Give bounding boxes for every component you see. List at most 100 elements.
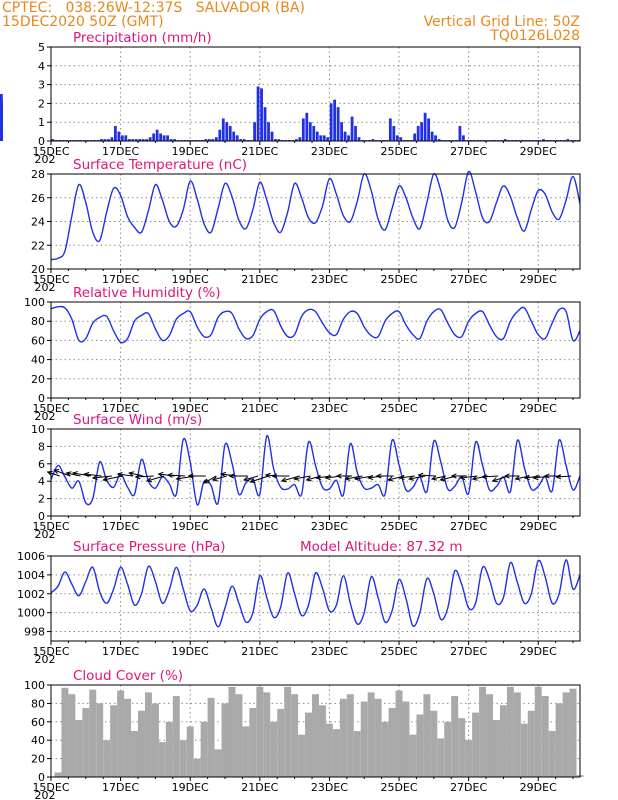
wind-vector-head bbox=[116, 471, 123, 478]
cloud-bar bbox=[555, 703, 563, 777]
y-tick-label: 26 bbox=[31, 192, 45, 205]
y-tick-label: 0 bbox=[38, 510, 45, 523]
cloud-bar bbox=[332, 729, 340, 777]
precip-bar bbox=[343, 131, 347, 141]
cloud-bar bbox=[513, 692, 521, 777]
wind-vector-head bbox=[417, 472, 424, 478]
x-tick-label: 23DEC bbox=[311, 145, 348, 158]
cloud-bar bbox=[172, 696, 180, 777]
wind-vector-shaft bbox=[117, 473, 133, 477]
y-tick-label: 10 bbox=[31, 423, 45, 436]
cloud-bar bbox=[186, 726, 194, 777]
precip-bar bbox=[301, 118, 305, 141]
precip-title: Precipitation (mm/h) bbox=[73, 30, 212, 46]
x-tick-label: 25DEC bbox=[380, 273, 417, 286]
wind-vector-shaft bbox=[146, 475, 165, 482]
cloud-bar bbox=[68, 694, 76, 777]
precip-bar bbox=[274, 139, 277, 141]
wind-vector-head bbox=[83, 471, 90, 478]
wind-vector-head bbox=[134, 474, 141, 480]
wind-vector-shaft bbox=[345, 475, 363, 480]
wind-vector-head bbox=[367, 474, 374, 481]
cloud-title: Cloud Cover (%) bbox=[73, 668, 183, 684]
cloud-bar bbox=[82, 708, 90, 777]
precip-bar bbox=[420, 122, 424, 141]
precip-bar bbox=[107, 139, 110, 141]
y-tick-label: 3 bbox=[38, 79, 45, 92]
cloud-bar bbox=[569, 688, 577, 777]
wind-vector-head bbox=[514, 475, 521, 481]
wind-vector-head bbox=[211, 476, 218, 482]
precip-bar bbox=[340, 122, 343, 141]
cloud-bar bbox=[430, 710, 438, 777]
y-tick-label: 100 bbox=[24, 296, 45, 309]
precip-bar bbox=[315, 131, 319, 141]
wind-vector bbox=[417, 472, 436, 478]
wind-vector-head bbox=[293, 475, 300, 481]
wind-vector bbox=[128, 471, 144, 477]
precip-bar bbox=[434, 135, 437, 141]
cloud-bar bbox=[305, 712, 313, 777]
wind-vector bbox=[187, 473, 206, 479]
x-year-label: 202 bbox=[35, 653, 56, 666]
precip-bar bbox=[371, 139, 375, 141]
precip-bar bbox=[277, 139, 281, 141]
precip-bar bbox=[155, 129, 159, 141]
wind-vector-shaft bbox=[250, 475, 269, 483]
x-tick-label: 29DEC bbox=[520, 402, 557, 415]
cloud-bar bbox=[103, 740, 111, 777]
precip-bar bbox=[162, 135, 166, 141]
precip-bar bbox=[253, 122, 256, 141]
y-tick-label: 1002 bbox=[17, 588, 45, 601]
precip-bar bbox=[127, 139, 131, 141]
cloud-bar bbox=[506, 686, 514, 777]
wind-vector bbox=[249, 475, 269, 484]
precip-bar bbox=[232, 131, 236, 141]
wind-vector bbox=[228, 473, 248, 479]
y-tick-label: 40 bbox=[31, 354, 45, 367]
y-tick-label: 4 bbox=[38, 60, 45, 73]
precip-bar bbox=[138, 139, 142, 141]
precip-bar bbox=[204, 139, 208, 141]
precip-bar bbox=[503, 139, 507, 141]
precip-bar bbox=[416, 125, 420, 141]
wind-vector-head bbox=[315, 474, 322, 481]
precip-bar bbox=[256, 86, 260, 141]
y-tick-label: 80 bbox=[31, 697, 45, 710]
wind-vector bbox=[116, 471, 133, 478]
wind-vector-shaft bbox=[92, 475, 112, 479]
precip-bar bbox=[388, 118, 392, 141]
wind-vector bbox=[264, 472, 279, 478]
precip-bar bbox=[152, 133, 156, 141]
y-tick-label: 4 bbox=[38, 475, 45, 488]
cloud-bar bbox=[541, 696, 549, 777]
precip-bar bbox=[462, 135, 465, 141]
wind-vector-shaft bbox=[66, 472, 81, 477]
temp-title: Surface Temperature (nC) bbox=[73, 157, 247, 173]
wind-vector-shaft bbox=[84, 473, 102, 477]
x-tick-label: 27DEC bbox=[450, 520, 487, 533]
cloud-bar bbox=[472, 712, 480, 777]
y-tick-label: 1006 bbox=[17, 550, 45, 563]
cloud-bar bbox=[423, 694, 431, 777]
wind-vector-head bbox=[491, 477, 498, 483]
wind-vector-head bbox=[335, 473, 342, 479]
cloud-bar bbox=[158, 742, 166, 777]
cloud-bar bbox=[284, 686, 292, 777]
panels: 0 1 2 3 4 5 15DEC 17DEC 19DEC 21DEC 23DEC 25DEC 27DE… bbox=[0, 30, 584, 800]
cloud-bar bbox=[402, 701, 410, 777]
precip-bar bbox=[392, 125, 396, 141]
precip-bar bbox=[322, 135, 326, 141]
x-year-label: 202 bbox=[35, 789, 56, 800]
cloud-bar bbox=[96, 703, 104, 777]
wind-vector bbox=[407, 475, 426, 481]
precip-bar bbox=[294, 139, 298, 141]
wind-vector bbox=[430, 475, 447, 481]
wind-vector bbox=[53, 469, 71, 477]
cloud-bar bbox=[214, 749, 222, 777]
x-tick-label: 17DEC bbox=[102, 145, 139, 158]
cloud-bar bbox=[367, 692, 375, 777]
cloud-bar bbox=[409, 734, 417, 777]
x-tick-label: 21DEC bbox=[241, 402, 278, 415]
